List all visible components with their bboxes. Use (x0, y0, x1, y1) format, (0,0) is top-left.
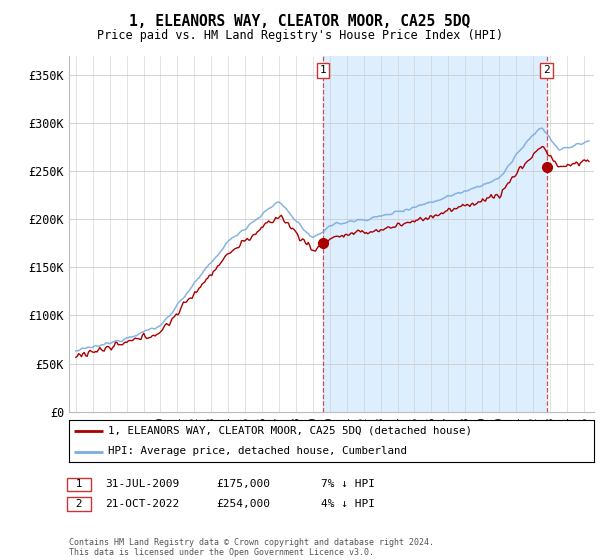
Text: Price paid vs. HM Land Registry's House Price Index (HPI): Price paid vs. HM Land Registry's House … (97, 29, 503, 42)
Text: 1, ELEANORS WAY, CLEATOR MOOR, CA25 5DQ: 1, ELEANORS WAY, CLEATOR MOOR, CA25 5DQ (130, 14, 470, 29)
Text: £254,000: £254,000 (216, 499, 270, 509)
Text: 1: 1 (69, 479, 89, 489)
Text: 4% ↓ HPI: 4% ↓ HPI (321, 499, 375, 509)
Bar (323, 56, 547, 412)
Text: £175,000: £175,000 (216, 479, 270, 489)
Text: HPI: Average price, detached house, Cumberland: HPI: Average price, detached house, Cumb… (109, 446, 407, 456)
Text: 1, ELEANORS WAY, CLEATOR MOOR, CA25 5DQ (detached house): 1, ELEANORS WAY, CLEATOR MOOR, CA25 5DQ … (109, 426, 472, 436)
Text: 2: 2 (69, 499, 89, 509)
Text: 31-JUL-2009: 31-JUL-2009 (105, 479, 179, 489)
Text: 7% ↓ HPI: 7% ↓ HPI (321, 479, 375, 489)
Text: 21-OCT-2022: 21-OCT-2022 (105, 499, 179, 509)
Text: Contains HM Land Registry data © Crown copyright and database right 2024.
This d: Contains HM Land Registry data © Crown c… (69, 538, 434, 557)
Text: 1: 1 (319, 66, 326, 76)
Text: 2: 2 (543, 66, 550, 76)
